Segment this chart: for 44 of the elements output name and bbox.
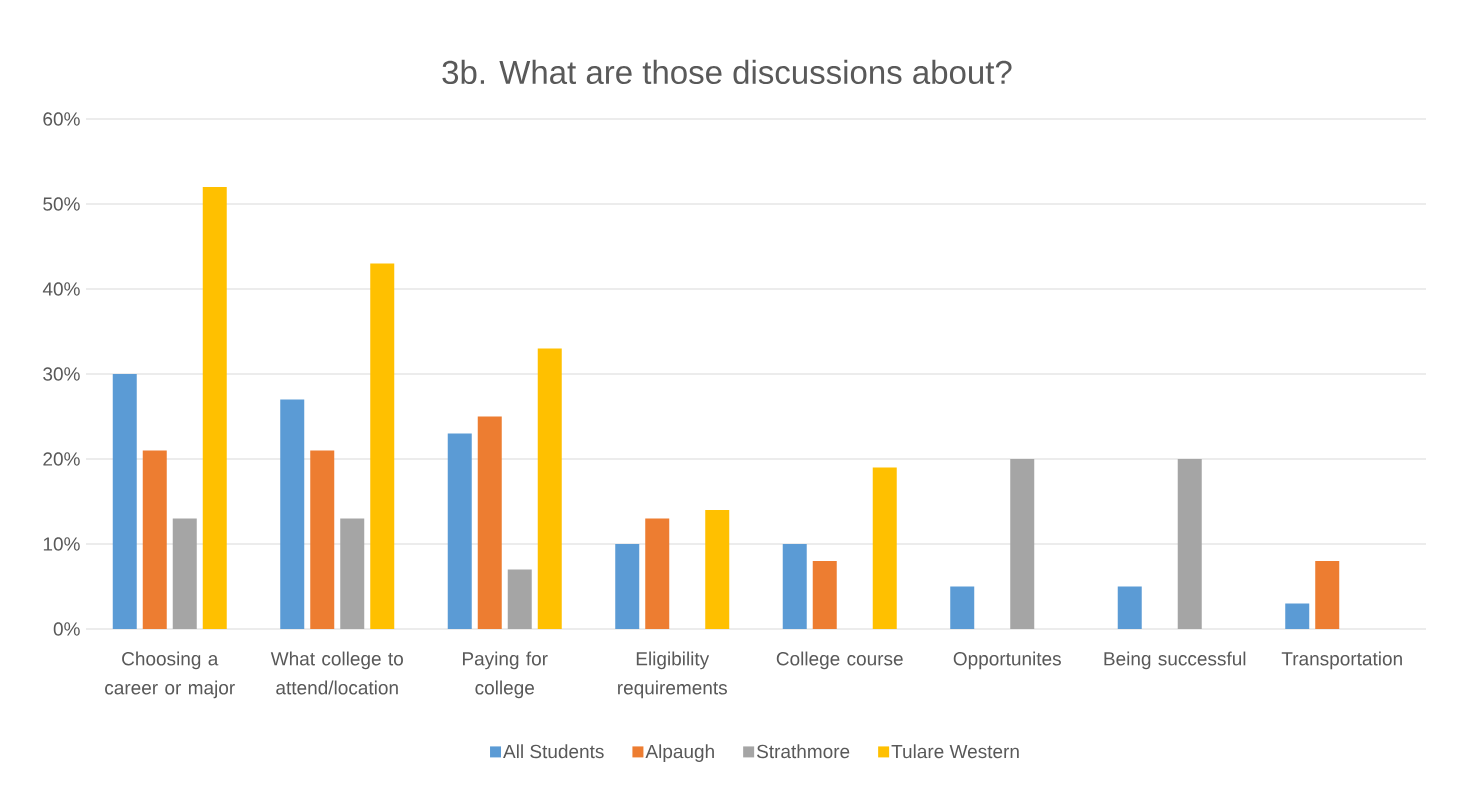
bar: [782, 544, 807, 629]
bar: [705, 510, 730, 629]
bar: [310, 450, 335, 629]
y-tick-label: 0%: [53, 622, 80, 636]
x-tick-label: Paying for college: [463, 651, 548, 699]
bar: [1315, 561, 1340, 629]
legend-label: Alpaugh: [645, 744, 714, 762]
legend-label: All Students: [503, 744, 604, 759]
bar: [950, 586, 975, 629]
bar: [507, 569, 532, 629]
y-tick-label: 10%: [43, 537, 80, 551]
bar: [447, 433, 472, 629]
bar: [340, 518, 365, 629]
bar: [280, 399, 305, 629]
bar: [142, 450, 167, 629]
bar: [537, 348, 562, 629]
x-tick-label: Opportunites: [953, 651, 1061, 670]
x-tick-label: What college to attend/location: [270, 651, 403, 695]
y-tick-label: 40%: [42, 282, 80, 296]
x-tick-label: College course: [776, 651, 903, 670]
y-tick-label: 60%: [43, 112, 80, 126]
bar: [202, 187, 227, 629]
bar: [1285, 603, 1310, 629]
x-tick-label: Transportation: [1281, 651, 1402, 670]
bar: [1177, 459, 1202, 629]
bar: [645, 518, 670, 629]
legend-label: Tulare Western: [891, 744, 1019, 759]
y-tick-label: 20%: [43, 452, 80, 466]
bar: [477, 416, 502, 629]
y-tick-label: 30%: [43, 367, 80, 381]
bar: [172, 518, 197, 629]
y-tick-label: 50%: [43, 197, 80, 211]
bar: [615, 544, 640, 629]
bar: [872, 467, 897, 629]
bar: [112, 374, 137, 629]
chart-title: 3b. What are those discussions about?: [442, 59, 1012, 85]
bar: [812, 561, 837, 629]
x-tick-label: Eligibility requirements: [618, 651, 727, 699]
bar: [370, 263, 395, 629]
legend-label: Strathmore: [757, 744, 850, 759]
bar: [1010, 459, 1035, 629]
x-tick-label: Being successful: [1104, 651, 1246, 670]
bar: [1117, 586, 1142, 629]
x-tick-label: Choosing a career or major: [105, 651, 235, 699]
